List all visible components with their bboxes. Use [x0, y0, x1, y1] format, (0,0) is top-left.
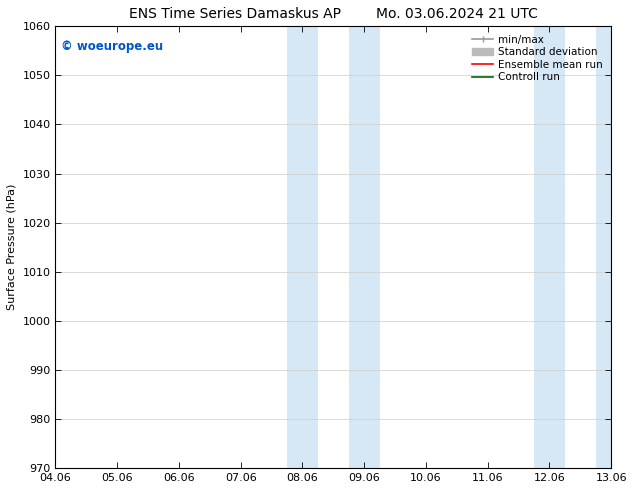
- Bar: [349, 26, 380, 468]
- Bar: [534, 26, 565, 468]
- Bar: [596, 26, 611, 468]
- Y-axis label: Surface Pressure (hPa): Surface Pressure (hPa): [7, 184, 17, 311]
- Bar: [287, 26, 318, 468]
- Text: © woeurope.eu: © woeurope.eu: [61, 40, 163, 52]
- Legend: min/max, Standard deviation, Ensemble mean run, Controll run: min/max, Standard deviation, Ensemble me…: [469, 31, 606, 86]
- Title: ENS Time Series Damaskus AP        Mo. 03.06.2024 21 UTC: ENS Time Series Damaskus AP Mo. 03.06.20…: [129, 7, 538, 21]
